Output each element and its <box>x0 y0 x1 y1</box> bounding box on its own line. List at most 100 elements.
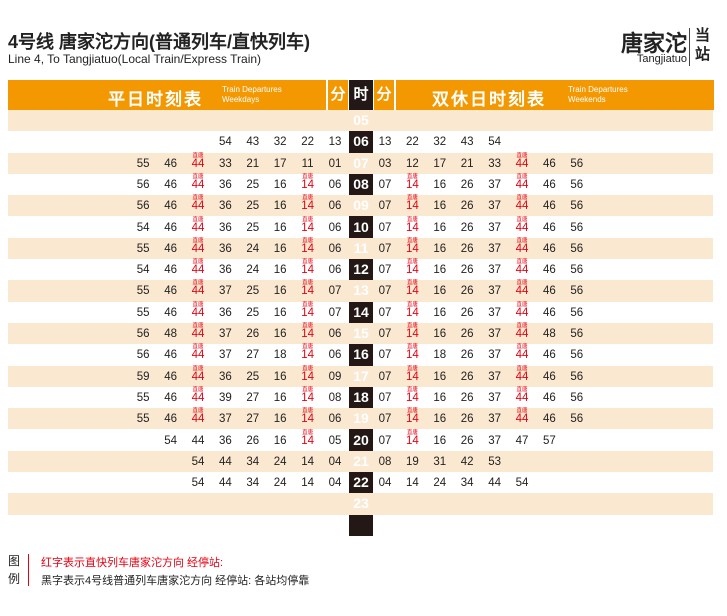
weekend-express-departure: 直唐 44 <box>509 366 535 387</box>
minute-value: 44 <box>191 306 205 319</box>
weekend-departure: 26 <box>454 280 480 301</box>
weekday-departure: 11 <box>295 153 321 174</box>
express-tag: 直唐 <box>406 344 418 351</box>
timetable-row: 13 55 46 直唐 44 37 25 16 直唐 14 07 07 直唐 14 16 26 37 直唐 44 46… <box>8 280 713 302</box>
minute-value: 14 <box>301 434 314 447</box>
weekend-departure: 26 <box>454 302 480 323</box>
weekday-departure: 25 <box>240 174 266 195</box>
minute-value: 16 <box>273 178 287 191</box>
weekend-departure: 32 <box>427 131 453 152</box>
minute-value: 14 <box>301 455 314 468</box>
weekday-title-en: Train Departures Weekdays <box>222 85 282 105</box>
timetable-row: 08 56 46 直唐 44 36 25 16 直唐 14 06 07 直唐 14 16 26 37 直唐 44 46… <box>8 174 713 195</box>
hour-label: 06 <box>353 133 369 150</box>
weekend-departure: 07 <box>372 174 398 195</box>
minute-value: 16 <box>273 328 287 340</box>
weekend-express-departure: 直唐 44 <box>509 174 535 195</box>
weekday-express-departure: 直唐 44 <box>185 302 211 323</box>
minute-value: 07 <box>378 285 392 298</box>
minute-value: 46 <box>164 200 177 213</box>
weekend-departure: 37 <box>482 430 508 451</box>
minute-value: 37 <box>488 264 501 277</box>
minute-header-right: 分 <box>374 80 394 110</box>
minute-value: 26 <box>246 434 260 447</box>
minute-value: 31 <box>433 455 447 468</box>
minute-value: 54 <box>191 455 205 468</box>
minute-value: 27 <box>246 413 260 426</box>
minute-value: 44 <box>515 178 529 191</box>
weekend-departure: 56 <box>564 302 590 323</box>
express-tag: 直唐 <box>406 365 418 372</box>
minute-value: 16 <box>273 391 287 404</box>
weekday-express-departure: 直唐 44 <box>185 280 211 301</box>
minute-value: 16 <box>433 413 447 426</box>
weekend-departure: 46 <box>536 259 562 280</box>
weekend-departure: 31 <box>427 451 453 472</box>
express-tag: 直唐 <box>516 323 528 329</box>
weekend-departure: 16 <box>427 195 453 216</box>
minute-value: 32 <box>433 136 447 149</box>
weekend-express-departure: 直唐 44 <box>509 387 535 408</box>
hour-label: 05 <box>353 112 369 128</box>
weekend-departure: 07 <box>372 430 398 451</box>
weekday-express-departure: 直唐 44 <box>185 408 211 429</box>
express-tag: 直唐 <box>192 386 204 393</box>
minute-value: 56 <box>570 221 584 234</box>
weekend-departure: 48 <box>536 323 562 344</box>
minute-value: 14 <box>405 200 419 213</box>
express-tag: 直唐 <box>302 323 314 329</box>
weekday-departure: 16 <box>267 408 293 429</box>
weekday-express-departure: 直唐 44 <box>185 217 211 238</box>
minute-value: 16 <box>433 434 447 447</box>
page-title: 4号线 唐家沱方向(普通列车/直快列车) <box>8 32 310 52</box>
minute-value: 21 <box>460 157 474 170</box>
weekday-departure: 46 <box>158 302 184 323</box>
weekend-departure: 57 <box>536 430 562 451</box>
weekend-departure: 12 <box>399 153 425 174</box>
weekday-departure: 16 <box>267 387 293 408</box>
weekday-departure: 46 <box>158 344 184 365</box>
weekend-departure: 26 <box>454 387 480 408</box>
weekend-departure: 56 <box>564 195 590 216</box>
minute-value: 44 <box>191 328 205 340</box>
weekday-departure: 16 <box>267 302 293 323</box>
minute-value: 46 <box>164 157 177 170</box>
timetable-row: 11 55 46 直唐 44 36 24 16 直唐 14 06 07 直唐 14 16 26 37 直唐 44 46… <box>8 237 713 260</box>
weekend-express-departure: 直唐 14 <box>399 238 425 259</box>
minute-value: 05 <box>328 434 342 447</box>
minute-value: 37 <box>488 178 501 191</box>
weekend-departure: 16 <box>427 323 453 344</box>
weekend-departure: 46 <box>536 344 562 365</box>
weekday-departure: 24 <box>267 472 293 493</box>
hour-label: 17 <box>353 367 369 384</box>
minute-value: 16 <box>273 285 287 298</box>
weekend-departure: 56 <box>564 344 590 365</box>
express-tag: 直唐 <box>406 323 418 329</box>
timetable-row: 10 54 46 直唐 44 36 25 16 直唐 14 06 07 直唐 14 16 26 37 直唐 44 46… <box>8 217 713 238</box>
weekend-departure: 16 <box>427 408 453 429</box>
minute-value: 44 <box>191 242 205 255</box>
weekend-express-departure: 直唐 14 <box>399 302 425 323</box>
weekend-express-departure: 直唐 44 <box>509 153 535 174</box>
minute-value: 55 <box>136 413 150 426</box>
minute-value: 08 <box>378 455 392 468</box>
weekend-express-departure: 直唐 14 <box>399 323 425 344</box>
weekday-departure: 17 <box>267 153 293 174</box>
express-tag: 直唐 <box>516 344 528 351</box>
minute-value: 56 <box>136 349 150 362</box>
minute-value: 24 <box>246 264 260 277</box>
weekend-departure: 07 <box>372 323 398 344</box>
weekend-departure: 46 <box>536 238 562 259</box>
weekday-express-departure: 直唐 44 <box>185 323 211 344</box>
minute-header-left: 分 <box>328 80 348 110</box>
weekday-departure: 56 <box>130 323 156 344</box>
station-name: 唐家沱 <box>620 31 687 56</box>
weekend-departure: 46 <box>536 387 562 408</box>
minute-value: 33 <box>488 157 501 170</box>
weekend-departure: 26 <box>454 323 480 344</box>
minute-value: 26 <box>460 370 474 383</box>
minute-value: 46 <box>542 200 556 213</box>
weekday-express-departure: 直唐 44 <box>185 344 211 365</box>
weekday-departure: 24 <box>267 451 293 472</box>
weekend-departure: 56 <box>564 259 590 280</box>
